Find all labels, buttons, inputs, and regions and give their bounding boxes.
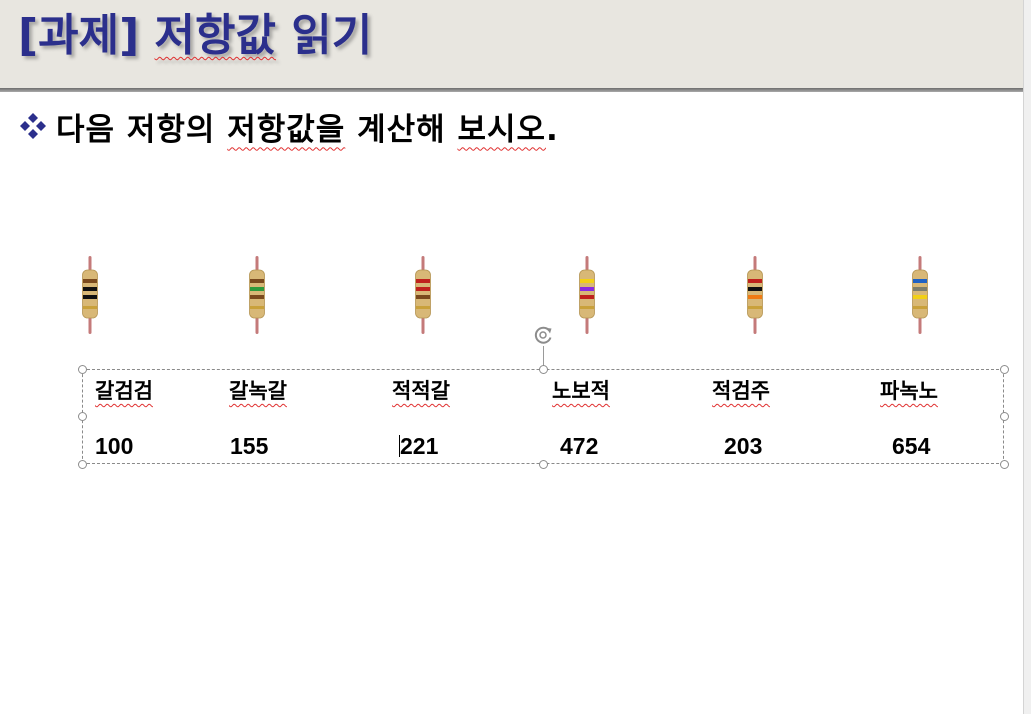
band-code-label: 적검주 bbox=[712, 379, 770, 403]
color-band-3 bbox=[250, 295, 264, 299]
resize-handle-bottom-left[interactable] bbox=[77, 459, 87, 469]
title-bar: [과제] 저항값 읽기 bbox=[0, 0, 1023, 88]
title-squiggle-word: 저항값 bbox=[154, 10, 276, 61]
resize-handle-middle-right[interactable] bbox=[999, 412, 1009, 421]
color-band-1 bbox=[748, 279, 762, 283]
resistor-1[interactable] bbox=[80, 256, 100, 334]
tolerance-band bbox=[913, 306, 927, 309]
resize-handle-top-middle[interactable] bbox=[538, 364, 548, 374]
color-band-2 bbox=[416, 287, 430, 291]
instruction-part: 다음 저항의 bbox=[56, 111, 228, 148]
color-band-2 bbox=[913, 287, 927, 291]
resistance-value: 221 bbox=[400, 433, 439, 459]
color-band-1 bbox=[580, 279, 594, 283]
resistor-5[interactable] bbox=[745, 256, 765, 334]
title-suffix: 읽기 bbox=[275, 10, 373, 61]
tolerance-band bbox=[580, 306, 594, 309]
resistor-2[interactable] bbox=[247, 256, 267, 334]
instruction-squiggle-word: 보시오 bbox=[457, 111, 546, 148]
instruction-text: 다음 저항의 저항값을 계산해 보시오. bbox=[56, 104, 559, 149]
resistor-body bbox=[912, 269, 928, 319]
band-code-label: 파녹노 bbox=[880, 379, 938, 403]
slide-title[interactable]: [과제] 저항값 읽기 bbox=[18, 8, 372, 64]
rotate-handle-icon[interactable] bbox=[532, 324, 554, 346]
resistor-body bbox=[82, 269, 98, 319]
band-code-label: 갈녹갈 bbox=[229, 379, 287, 403]
instruction-period: . bbox=[546, 111, 559, 148]
color-band-3 bbox=[748, 295, 762, 299]
color-band-2 bbox=[83, 287, 97, 291]
instruction-line[interactable]: 다음 저항의 저항값을 계산해 보시오. bbox=[18, 104, 559, 148]
color-band-1 bbox=[83, 279, 97, 283]
color-band-2 bbox=[580, 287, 594, 291]
answer-textbox[interactable] bbox=[82, 369, 1004, 464]
resize-handle-bottom-middle[interactable] bbox=[538, 459, 548, 469]
resize-handle-middle-left[interactable] bbox=[77, 412, 87, 421]
resistor-body bbox=[579, 269, 595, 319]
tolerance-band bbox=[416, 306, 430, 309]
color-band-2 bbox=[748, 287, 762, 291]
band-code-label: 적적갈 bbox=[392, 379, 450, 403]
resistor-icon bbox=[249, 256, 265, 334]
resistor-6[interactable] bbox=[910, 256, 930, 334]
color-band-1 bbox=[416, 279, 430, 283]
resistor-body bbox=[415, 269, 431, 319]
color-band-3 bbox=[913, 295, 927, 299]
title-prefix: [과제] bbox=[18, 10, 155, 61]
resize-handle-top-left[interactable] bbox=[77, 364, 87, 374]
tolerance-band bbox=[83, 306, 97, 309]
tolerance-band bbox=[250, 306, 264, 309]
color-band-2 bbox=[250, 287, 264, 291]
instruction-part: 계산해 bbox=[345, 111, 458, 148]
color-band-3 bbox=[580, 295, 594, 299]
band-code-label: 갈검검 bbox=[95, 379, 153, 403]
resistor-icon bbox=[579, 256, 595, 334]
resistance-value: 472 bbox=[560, 433, 599, 459]
resistance-value: 155 bbox=[230, 433, 269, 459]
resistance-value: 654 bbox=[892, 433, 931, 459]
rotation-stem bbox=[543, 346, 544, 368]
resistor-icon bbox=[82, 256, 98, 334]
resistor-icon bbox=[747, 256, 763, 334]
resistance-value: 203 bbox=[724, 433, 763, 459]
color-band-3 bbox=[83, 295, 97, 299]
color-band-1 bbox=[250, 279, 264, 283]
instruction-squiggle-word: 저항값을 bbox=[227, 111, 346, 148]
resize-handle-top-right[interactable] bbox=[999, 364, 1009, 374]
title-divider bbox=[0, 88, 1023, 92]
resistance-value: 100 bbox=[95, 433, 134, 459]
resistor-body bbox=[747, 269, 763, 319]
resistor-icon bbox=[415, 256, 431, 334]
resistor-icon bbox=[912, 256, 928, 334]
window-edge bbox=[1023, 0, 1031, 714]
resistor-3[interactable] bbox=[413, 256, 433, 334]
band-code-label: 노보적 bbox=[552, 379, 610, 403]
diamond-bullet-icon bbox=[20, 113, 46, 139]
resize-handle-bottom-right[interactable] bbox=[999, 459, 1009, 469]
resistor-4[interactable] bbox=[577, 256, 597, 334]
color-band-1 bbox=[913, 279, 927, 283]
resistor-body bbox=[249, 269, 265, 319]
color-band-3 bbox=[416, 295, 430, 299]
tolerance-band bbox=[748, 306, 762, 309]
text-cursor bbox=[399, 435, 400, 457]
